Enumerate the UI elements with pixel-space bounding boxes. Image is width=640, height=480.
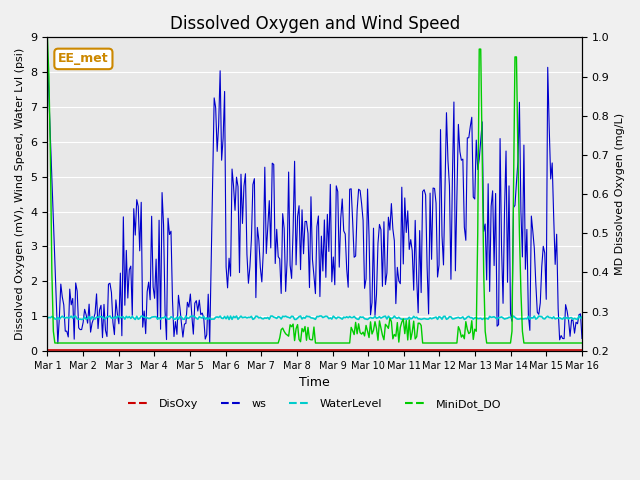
- Y-axis label: Dissolved Oxygen (mV), Wind Speed, Water Lvl (psi): Dissolved Oxygen (mV), Wind Speed, Water…: [15, 48, 25, 340]
- Text: EE_met: EE_met: [58, 52, 109, 65]
- Legend: DisOxy, ws, WaterLevel, MiniDot_DO: DisOxy, ws, WaterLevel, MiniDot_DO: [124, 395, 506, 414]
- X-axis label: Time: Time: [300, 376, 330, 389]
- Title: Dissolved Oxygen and Wind Speed: Dissolved Oxygen and Wind Speed: [170, 15, 460, 33]
- Y-axis label: MD Dissolved Oxygen (mg/L): MD Dissolved Oxygen (mg/L): [615, 113, 625, 275]
